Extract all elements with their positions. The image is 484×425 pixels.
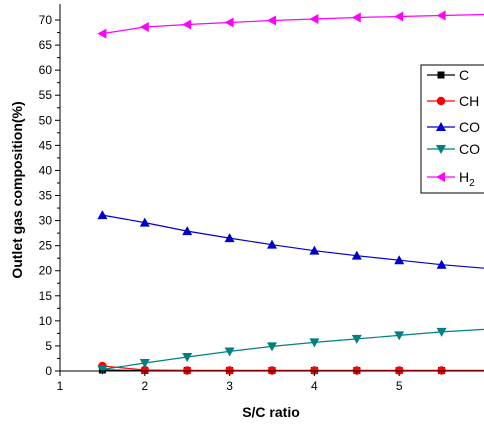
data-point-co2 [309, 338, 320, 348]
legend-item-c: C [427, 67, 469, 83]
series-line-co2 [102, 328, 484, 371]
data-point-co [182, 226, 193, 236]
y-tick-label: 5 [45, 339, 52, 353]
series-line-h2 [102, 13, 484, 35]
x-tick-label: 4 [311, 379, 318, 393]
x-tick-label: 1 [57, 379, 64, 393]
legend-item-co: CO [427, 119, 480, 135]
data-point-co2 [224, 347, 235, 357]
y-tick-label: 65 [39, 38, 53, 52]
data-point-ch4 [437, 366, 446, 375]
legend-item-ch4: CH [427, 93, 479, 109]
y-tick-label: 0 [45, 364, 52, 378]
data-point-ch4 [352, 366, 361, 375]
y-tick-label: 40 [39, 163, 53, 177]
data-point-co2 [267, 342, 277, 352]
data-point-h2 [182, 19, 192, 30]
data-point-co2 [139, 358, 150, 368]
x-tick-label: 2 [141, 379, 148, 393]
y-tick-label: 70 [39, 13, 53, 27]
y-tick-label: 60 [39, 63, 53, 77]
x-tick-label: 3 [226, 379, 233, 393]
data-point-co [309, 245, 320, 255]
legend-label: CH [459, 93, 479, 109]
legend-item-co2: CO [427, 141, 480, 157]
y-tick-label: 55 [39, 88, 53, 102]
data-point-h2 [139, 22, 149, 33]
y-tick-label: 35 [39, 189, 53, 203]
data-point-co [97, 210, 108, 220]
legend-marker [436, 96, 446, 106]
data-point-co [139, 217, 150, 227]
data-point-co [351, 250, 362, 260]
data-point-h2 [309, 14, 319, 25]
data-point-co [394, 255, 405, 265]
data-point-ch4 [140, 365, 149, 375]
y-tick-label: 30 [39, 214, 53, 228]
series-co [97, 210, 484, 269]
data-point-ch4 [395, 366, 404, 375]
data-point-co2 [182, 352, 193, 362]
data-point-co2 [351, 334, 362, 344]
y-tick-label: 10 [39, 314, 53, 328]
data-point-co [224, 233, 235, 243]
y-tick-label: 15 [39, 289, 53, 303]
y-tick-label: 45 [39, 138, 53, 152]
data-point-ch4 [183, 366, 192, 375]
legend-label-subscript: 2 [469, 178, 475, 189]
data-point-ch4 [225, 366, 234, 375]
series-co2 [97, 327, 484, 375]
legend-label: CO [459, 119, 480, 135]
data-point-h2 [394, 11, 404, 22]
data-point-co2 [436, 327, 447, 337]
legend: C CH CO CO H2 [420, 64, 484, 194]
legend-box [420, 64, 484, 194]
legend-marker [437, 71, 445, 79]
data-point-co2 [394, 331, 405, 341]
y-axis-title: Outlet gas composition(%) [9, 101, 25, 278]
data-point-co [436, 259, 447, 269]
data-point-co2 [97, 365, 108, 375]
y-tick-label: 20 [39, 264, 53, 278]
data-point-ch4 [310, 366, 319, 375]
y-tick-label: 50 [39, 113, 53, 127]
legend-label: CO [459, 141, 480, 157]
x-axis-title: S/C ratio [242, 404, 300, 420]
data-point-h2 [436, 10, 446, 21]
legend-marker [436, 145, 446, 154]
data-point-h2 [97, 28, 107, 39]
legend-label: C [459, 67, 469, 83]
x-tick-label: 5 [396, 379, 403, 393]
series-line-co [102, 214, 484, 269]
data-point-co [267, 239, 277, 249]
legend-item-h2: H2 [427, 169, 475, 189]
data-point-h2 [351, 12, 361, 23]
data-point-h2 [224, 17, 234, 28]
data-point-ch4 [267, 366, 277, 375]
legend-marker [436, 122, 446, 131]
series-h2 [97, 10, 484, 39]
data-point-h2 [267, 15, 276, 26]
legend-marker [436, 172, 445, 182]
y-tick-label: 25 [39, 239, 53, 253]
